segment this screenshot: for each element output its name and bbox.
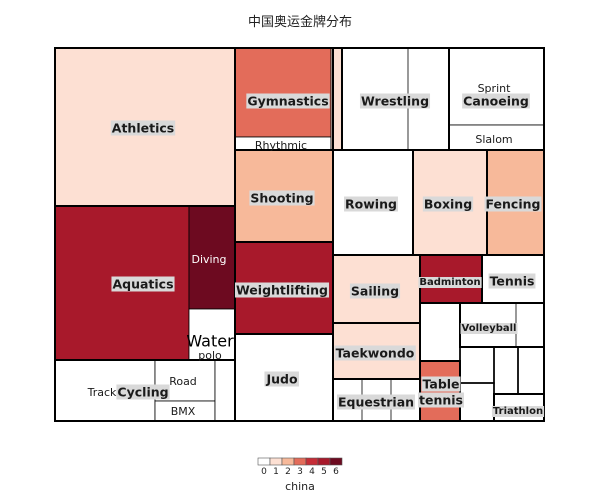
sport-label-sailing: Sailing [351, 284, 399, 299]
sport-label-tennis: Tennis [490, 274, 535, 289]
legend-tick-6: 6 [333, 467, 339, 477]
legend-tick-5: 5 [321, 467, 327, 477]
event-label-road: Road [169, 375, 197, 388]
event-label-sprint: Sprint [478, 82, 512, 95]
chart-title: 中国奥运金牌分布 [247, 15, 352, 30]
treemap-frame [54, 47, 545, 422]
sport-label-shooting-background [249, 190, 315, 206]
sport-label-canoeing-background [462, 93, 530, 109]
sport-label-aquatics-background [111, 276, 175, 292]
sport-label-shooting: Shooting [250, 191, 313, 206]
legend-swatch-0 [257, 457, 271, 466]
sport-label-table-tennis-2-background [418, 392, 464, 408]
tile-gymnastics-0 [234, 47, 332, 138]
sport-label-fencing-background [484, 196, 542, 212]
sport-label-aquatics: Aquatics [112, 277, 173, 292]
sport-label-sailing-background [349, 283, 401, 299]
sport-label-judo-background [264, 371, 299, 387]
event-label-water-polo-2: polo [198, 349, 222, 362]
sport-label-cycling-background [116, 384, 170, 400]
sport-label-rowing: Rowing [345, 197, 397, 212]
sport-label-triathlon: Triathlon [493, 406, 543, 417]
sport-label-badminton: Badminton [419, 277, 480, 288]
sport-label-table-tennis-1-background [421, 376, 461, 392]
legend-title: china [285, 480, 315, 493]
sport-label-judo: Judo [265, 372, 297, 387]
sport-label-taekwondo: Taekwondo [336, 346, 415, 361]
sport-label-equestrian-background [336, 394, 416, 410]
event-label-bmx: BMX [171, 405, 196, 418]
tile-small-event-2 [459, 382, 495, 422]
sport-label-weightlifting: Weightlifting [236, 283, 328, 298]
tile-small-event-3 [493, 346, 519, 395]
legend-tick-1: 1 [273, 467, 279, 477]
event-label-rhythmic: Rhythmic [255, 139, 307, 152]
tile-cycling-3 [214, 359, 236, 422]
legend-swatch-1 [269, 457, 283, 466]
sport-label-gymnastics: Gymnastics [247, 94, 328, 109]
legend-tick-2: 2 [285, 467, 291, 477]
sport-label-volleyball-background [460, 323, 518, 334]
event-label-diving: Diving [191, 253, 226, 266]
legend-swatch-6 [329, 457, 343, 466]
sport-label-volleyball: Volleyball [462, 323, 517, 334]
legend-tick-3: 3 [297, 467, 303, 477]
sport-label-table-tennis-1: Table [422, 377, 459, 392]
tile-small-event-4 [517, 346, 545, 395]
sport-label-athletics-background [110, 120, 176, 136]
legend-swatch-4 [305, 457, 319, 466]
sport-label-equestrian: Equestrian [338, 395, 414, 410]
sport-label-rowing-background [344, 196, 398, 212]
sport-label-tennis-background [488, 273, 536, 289]
legend-swatch-2 [281, 457, 295, 466]
sport-label-triathlon-background [491, 406, 545, 417]
sport-label-fencing: Fencing [486, 197, 541, 212]
legend-tick-4: 4 [309, 467, 315, 477]
sport-label-athletics: Athletics [112, 121, 174, 136]
legend-swatch-3 [293, 457, 307, 466]
sport-label-canoeing: Canoeing [463, 94, 529, 109]
sport-label-wrestling-background [359, 93, 431, 109]
sport-label-cycling: Cycling [117, 385, 168, 400]
sport-label-wrestling: Wrestling [361, 94, 429, 109]
event-label-slalom: Slalom [475, 133, 512, 146]
tile-small-event-1 [459, 346, 495, 384]
tile-small-border-0 [419, 302, 461, 362]
legend-tick-0: 0 [261, 467, 267, 477]
sport-label-badminton-background [418, 277, 482, 288]
sport-label-table-tennis-2: tennis [419, 393, 463, 408]
event-label-track: Track [87, 386, 117, 399]
sport-label-taekwondo-background [334, 345, 416, 361]
sport-label-boxing: Boxing [424, 197, 472, 212]
legend-swatch-5 [317, 457, 331, 466]
sport-label-weightlifting-background [234, 282, 330, 298]
event-label-water-polo-1: Water [186, 332, 234, 351]
sport-label-boxing-background [422, 196, 474, 212]
tile-small-event-0 [419, 302, 461, 362]
sport-label-gymnastics-background [246, 93, 330, 109]
